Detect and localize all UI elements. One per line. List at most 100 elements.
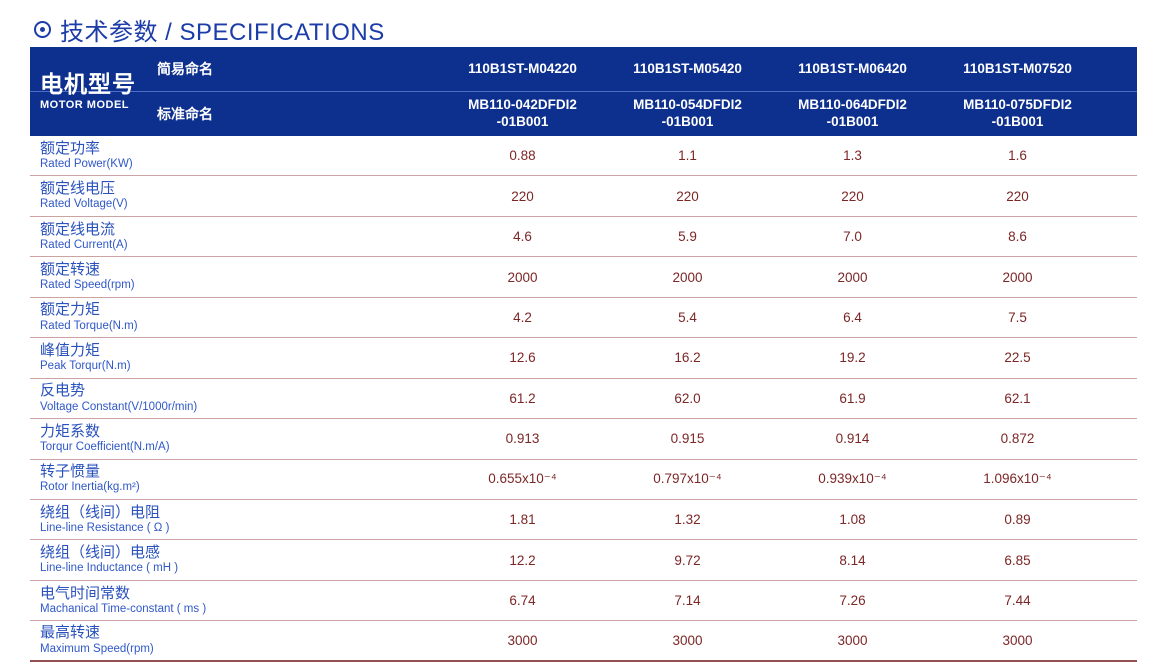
value-cell-model-1: 1.81	[509, 512, 536, 528]
row-label: 额定转速 Rated Speed(rpm)	[30, 261, 440, 293]
column-header-standard-2: MB110-054DFDI2 -01B001	[633, 96, 742, 129]
row-label-cn: 转子惯量	[40, 463, 101, 481]
table-row: 转子惯量 Rotor Inertia(kg.m²) 0.655x10⁻⁴ 0.7…	[30, 460, 1137, 500]
row-label: 转子惯量 Rotor Inertia(kg.m²)	[30, 463, 440, 495]
value-cell-model-4: 7.44	[1004, 593, 1031, 609]
table-row: 电气时间常数 Machanical Time-constant ( ms ) 6…	[30, 581, 1137, 622]
row-label: 最高转速 Maximum Speed(rpm)	[30, 624, 440, 656]
value-cell-model-1: 61.2	[509, 390, 536, 406]
value-cell-model-3: 3000	[837, 632, 868, 648]
value-cell-model-1: 4.2	[513, 309, 532, 325]
row-label: 力矩系数 Torqur Coefficient(N.m/A)	[30, 423, 440, 455]
value-cell-model-4: 6.85	[1004, 552, 1031, 568]
row-label-cn: 额定功率	[40, 139, 101, 157]
column-header-model-4: 110B1ST-M07520	[963, 60, 1072, 76]
row-label-en: Voltage Constant(V/1000r/min)	[40, 400, 198, 413]
value-cell-model-1: 0.913	[505, 431, 540, 447]
column-header-standard-3: MB110-064DFDI2 -01B001	[798, 96, 907, 129]
value-cell-model-4: 1.096x10⁻⁴	[983, 471, 1052, 487]
value-cell-model-3: 1.08	[839, 512, 866, 528]
table-row: 反电势 Voltage Constant(V/1000r/min) 61.2 6…	[30, 379, 1137, 420]
value-cell-model-2: 0.915	[670, 431, 705, 447]
value-cell-model-3: 7.0	[843, 229, 862, 245]
spec-table-body: 额定功率 Rated Power(KW) 0.88 1.1 1.3 1.6 额定…	[30, 136, 1137, 662]
value-cell-model-2: 9.72	[674, 552, 701, 568]
column-header-model-3: 110B1ST-M06420	[798, 60, 907, 76]
value-cell-model-2: 7.14	[674, 593, 701, 609]
row-label-en: Rated Power(KW)	[40, 157, 133, 170]
table-row: 额定线电压 Rated Voltage(V) 220 220 220 220	[30, 176, 1137, 217]
column-header-model-1: 110B1ST-M04220	[468, 60, 577, 76]
spec-table: 电机型号 MOTOR MODEL 简易命名 110B1ST-M04220 110…	[30, 47, 1137, 662]
value-cell-model-3: 0.914	[835, 431, 870, 447]
row-label-en: Peak Torqur(N.m)	[40, 360, 131, 373]
row-label: 额定力矩 Rated Torque(N.m)	[30, 301, 440, 333]
header-row-standard-name: 标准命名 MB110-042DFDI2 -01B001 MB110-054DFD…	[30, 91, 1137, 136]
value-cell-model-4: 1.6	[1008, 148, 1027, 164]
value-cell-model-4: 22.5	[1004, 350, 1031, 366]
circle-dot-icon	[34, 20, 51, 38]
row-label-cn: 反电势	[40, 382, 86, 400]
row-label-cn: 峰值力矩	[40, 341, 101, 359]
value-cell-model-1: 12.2	[509, 552, 536, 568]
row-label-en: Line-line Resistance ( Ω )	[40, 521, 170, 534]
value-cell-model-3: 6.4	[843, 309, 862, 325]
value-cell-model-3: 220	[841, 188, 864, 204]
table-header: 电机型号 MOTOR MODEL 简易命名 110B1ST-M04220 110…	[30, 47, 1137, 136]
row-label: 额定线电压 Rated Voltage(V)	[30, 180, 440, 212]
table-row: 绕组（线间）电阻 Line-line Resistance ( Ω ) 1.81…	[30, 500, 1137, 541]
row-label-en: Rated Speed(rpm)	[40, 279, 135, 292]
row-label: 绕组（线间）电阻 Line-line Resistance ( Ω )	[30, 504, 440, 536]
row-label-cn: 绕组（线间）电感	[40, 544, 161, 562]
table-row: 额定线电流 Rated Current(A) 4.6 5.9 7.0 8.6	[30, 217, 1137, 258]
row-label: 峰值力矩 Peak Torqur(N.m)	[30, 342, 440, 374]
header-row-simple-name: 简易命名 110B1ST-M04220 110B1ST-M05420 110B1…	[30, 47, 1137, 91]
column-header-model-2: 110B1ST-M05420	[633, 60, 742, 76]
table-row: 额定力矩 Rated Torque(N.m) 4.2 5.4 6.4 7.5	[30, 298, 1137, 339]
table-row: 峰值力矩 Peak Torqur(N.m) 12.6 16.2 19.2 22.…	[30, 338, 1137, 379]
motor-model-label-cn: 电机型号	[40, 70, 136, 97]
value-cell-model-1: 0.88	[509, 148, 536, 164]
table-row: 力矩系数 Torqur Coefficient(N.m/A) 0.913 0.9…	[30, 419, 1137, 460]
value-cell-model-1: 0.655x10⁻⁴	[488, 471, 557, 487]
value-cell-model-1: 2000	[507, 269, 538, 285]
row-label-en: Rated Torque(N.m)	[40, 319, 138, 332]
simple-name-label: 简易命名	[157, 61, 213, 77]
value-cell-model-3: 61.9	[839, 390, 866, 406]
value-cell-model-3: 1.3	[843, 148, 862, 164]
value-cell-model-3: 0.939x10⁻⁴	[818, 471, 887, 487]
row-label-en: Rotor Inertia(kg.m²)	[40, 481, 140, 494]
standard-name-label: 标准命名	[157, 105, 213, 122]
row-label-cn: 额定力矩	[40, 301, 101, 319]
value-cell-model-4: 0.872	[1000, 431, 1035, 447]
value-cell-model-2: 5.4	[678, 309, 697, 325]
table-row: 绕组（线间）电感 Line-line Inductance ( mH ) 12.…	[30, 540, 1137, 581]
row-label: 电气时间常数 Machanical Time-constant ( ms )	[30, 585, 440, 617]
row-label-en: Torqur Coefficient(N.m/A)	[40, 441, 170, 453]
row-label: 绕组（线间）电感 Line-line Inductance ( mH )	[30, 544, 440, 576]
row-label-cn: 额定线电压	[40, 180, 116, 198]
value-cell-model-3: 19.2	[839, 350, 866, 366]
value-cell-model-4: 0.89	[1004, 512, 1031, 528]
value-cell-model-1: 220	[511, 188, 534, 204]
row-label-cn: 力矩系数	[40, 422, 101, 440]
row-label: 额定线电流 Rated Current(A)	[30, 221, 440, 253]
table-row: 额定功率 Rated Power(KW) 0.88 1.1 1.3 1.6	[30, 136, 1137, 177]
value-cell-model-2: 2000	[672, 269, 703, 285]
value-cell-model-2: 62.0	[674, 390, 701, 406]
value-cell-model-2: 3000	[672, 632, 703, 648]
column-header-standard-4: MB110-075DFDI2 -01B001	[963, 96, 1072, 129]
value-cell-model-1: 4.6	[513, 229, 532, 245]
row-label-en: Rated Current(A)	[40, 238, 128, 251]
value-cell-model-1: 3000	[507, 632, 538, 648]
value-cell-model-3: 8.14	[839, 552, 866, 568]
value-cell-model-3: 7.26	[839, 593, 866, 609]
section-title: 技术参数 / SPECIFICATIONS	[0, 0, 1174, 47]
row-label-cn: 最高转速	[40, 624, 101, 642]
column-header-standard-1: MB110-042DFDI2 -01B001	[468, 96, 577, 129]
value-cell-model-4: 62.1	[1004, 390, 1031, 406]
header-divider-line	[30, 91, 1137, 92]
value-cell-model-4: 3000	[1002, 632, 1033, 648]
value-cell-model-2: 5.9	[678, 229, 697, 245]
